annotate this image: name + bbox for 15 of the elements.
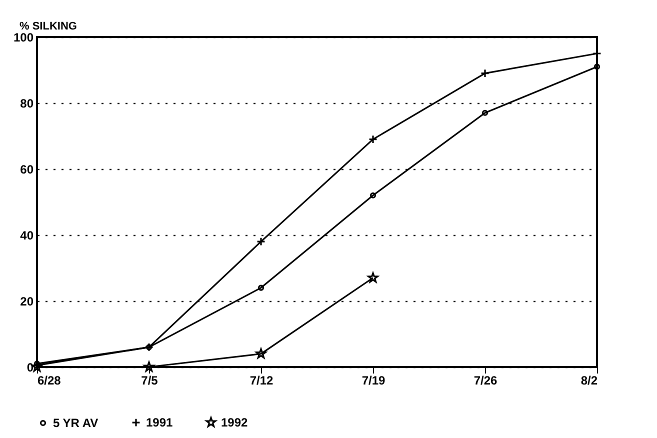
x-tick-label: 7/19 xyxy=(362,374,386,388)
legend-label: 1991 xyxy=(146,416,174,430)
y-tick-label: 60 xyxy=(20,162,34,176)
y-tick-label: 100 xyxy=(13,30,34,44)
legend-label: 1992 xyxy=(221,415,248,430)
x-tick-label: 7/26 xyxy=(474,374,498,388)
x-tick-label: 7/12 xyxy=(250,374,274,388)
y-axis-title: % SILKING xyxy=(20,20,77,32)
y-tick-label: 40 xyxy=(20,228,34,242)
x-tick-label: 6/28 xyxy=(38,374,62,388)
y-tick-label: 20 xyxy=(20,294,34,308)
x-tick-label: 8/2 xyxy=(580,374,598,388)
y-tick-label: 80 xyxy=(20,96,34,110)
legend-label: 5 YR AV xyxy=(53,416,98,430)
x-tick-label: 7/5 xyxy=(141,374,158,388)
